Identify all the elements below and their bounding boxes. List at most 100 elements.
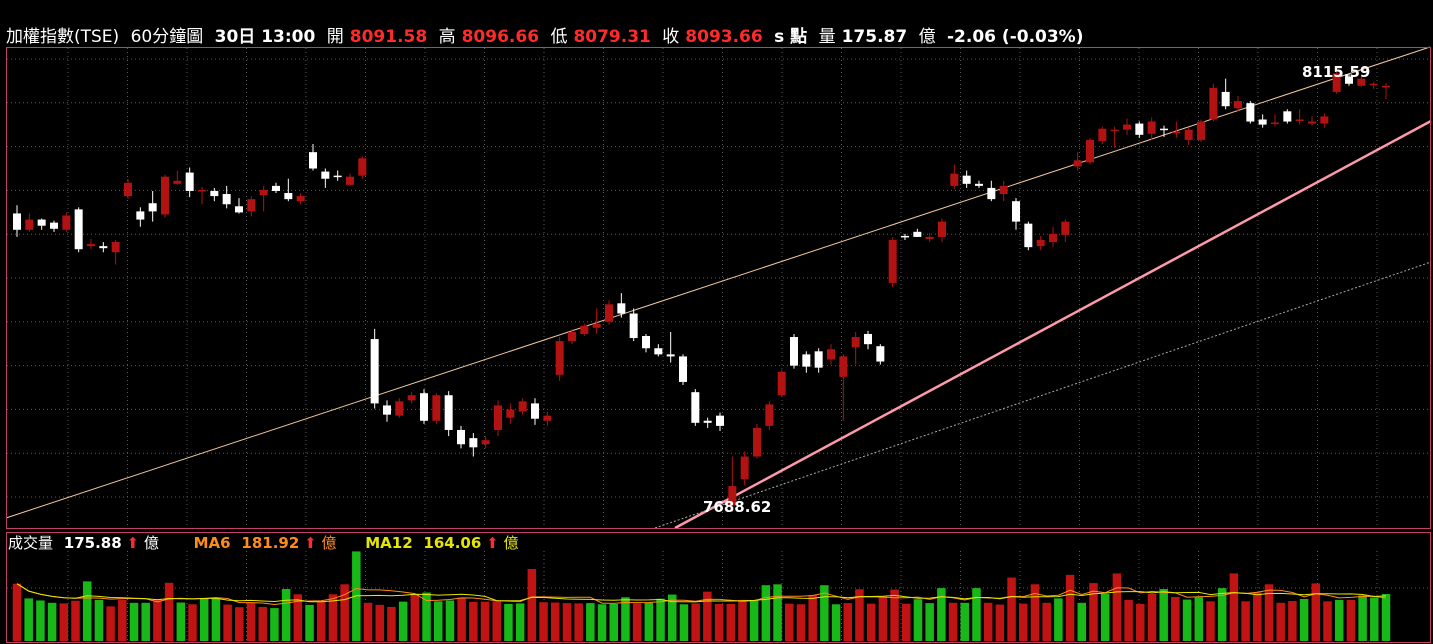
candle-body <box>1049 233 1057 243</box>
candle-body <box>666 354 675 357</box>
close-value: 8093.66 <box>685 27 763 47</box>
candle-body <box>1209 87 1218 120</box>
candle-body <box>543 415 552 421</box>
candle <box>296 193 305 205</box>
volume-bar <box>621 597 630 641</box>
candle-body <box>210 190 219 197</box>
candle-body <box>136 211 145 220</box>
candle-body <box>962 175 971 184</box>
candle <box>333 170 342 181</box>
candle <box>25 213 34 232</box>
candle-body <box>1012 201 1020 222</box>
candle <box>1160 125 1168 137</box>
candle <box>888 236 897 287</box>
volume-bar <box>223 604 232 641</box>
volume-bar <box>387 606 396 641</box>
volume-bar <box>586 603 595 641</box>
candle-body <box>469 438 478 448</box>
candle <box>851 331 860 365</box>
volume-bar <box>1182 599 1192 641</box>
candle-body <box>975 183 983 186</box>
candle-body <box>716 415 724 426</box>
price-panel-frame <box>6 47 1431 529</box>
volume-bar <box>773 584 782 641</box>
candle-body <box>1172 131 1181 134</box>
candle <box>642 333 650 353</box>
candle <box>1332 71 1341 94</box>
candle <box>1258 114 1267 128</box>
volume-bar <box>902 603 911 641</box>
candle-body <box>1271 122 1279 125</box>
candle-body <box>481 440 490 445</box>
candle-body <box>161 176 169 215</box>
volume-label: 量 <box>818 27 836 47</box>
volume-bar <box>527 569 537 641</box>
volume-bar <box>679 604 689 641</box>
volume-bar <box>1334 599 1344 641</box>
candle <box>555 337 564 381</box>
candle-body <box>222 194 231 205</box>
grid <box>7 48 1430 528</box>
candle-body <box>1258 119 1267 125</box>
candle <box>50 220 58 232</box>
candle <box>666 331 675 363</box>
volume-bar <box>948 602 958 641</box>
candle-body <box>913 231 922 237</box>
candle-body <box>1369 83 1378 86</box>
candle-body <box>925 236 934 239</box>
volume-bar <box>843 603 853 641</box>
candle-body <box>568 331 576 342</box>
candle-body <box>173 180 182 184</box>
candle <box>1345 73 1353 86</box>
candle-body <box>1221 91 1230 107</box>
candle-body <box>1283 111 1292 122</box>
candle-body <box>642 336 650 349</box>
symbol-name: 加權指數(TSE) <box>6 27 120 47</box>
up-arrow-icon: ⬆ <box>486 534 499 552</box>
candle-body <box>703 420 712 423</box>
candle <box>1295 109 1304 125</box>
candle <box>1135 121 1144 138</box>
volume-bar <box>363 602 373 641</box>
candle-body <box>1184 129 1193 140</box>
candle-body <box>1345 76 1353 84</box>
volume-bar <box>235 607 244 641</box>
volume-bar <box>1065 574 1075 641</box>
candle-body <box>407 395 416 401</box>
candle-body <box>235 206 243 213</box>
candle-body <box>827 349 835 360</box>
candle-body <box>790 337 798 366</box>
candle <box>74 207 83 253</box>
volume-bar <box>153 598 162 641</box>
up-arrow-icon: ⬆ <box>304 534 317 552</box>
volume-bar <box>667 594 677 641</box>
change-value: -2.06 (-0.03%) <box>947 27 1084 47</box>
volume-bar <box>1100 594 1110 641</box>
candle-body <box>814 351 823 368</box>
volume-bar <box>82 581 92 641</box>
candle <box>1320 113 1329 128</box>
candle-body <box>333 175 342 178</box>
candle <box>1308 116 1316 126</box>
candle <box>1110 126 1119 149</box>
volume-bar <box>12 583 22 641</box>
candle <box>950 164 959 189</box>
volume-bar <box>1136 603 1145 641</box>
candle <box>1184 127 1193 146</box>
candle <box>1049 226 1057 248</box>
candle-body <box>531 403 539 419</box>
candle <box>185 167 194 198</box>
volume-bar <box>1288 601 1297 641</box>
candle-body <box>494 405 502 430</box>
candle <box>1221 78 1230 110</box>
candle-body <box>124 182 132 197</box>
volume-bar <box>714 603 724 641</box>
candle-body <box>87 244 95 247</box>
volume-bar <box>937 588 946 641</box>
candle <box>37 218 46 230</box>
candle-body <box>580 325 589 334</box>
candle <box>568 328 576 345</box>
volume-bar <box>597 604 607 641</box>
candle-body <box>950 173 959 186</box>
candle <box>740 451 749 486</box>
